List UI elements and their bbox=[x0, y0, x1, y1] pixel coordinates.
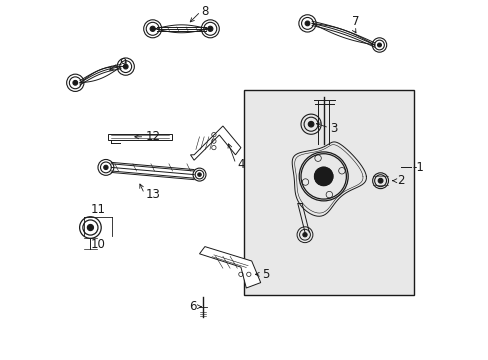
Text: 2: 2 bbox=[396, 174, 404, 187]
Circle shape bbox=[377, 43, 381, 47]
Text: 11: 11 bbox=[90, 203, 105, 216]
Polygon shape bbox=[190, 126, 241, 160]
Polygon shape bbox=[199, 247, 260, 288]
Circle shape bbox=[123, 64, 128, 69]
Circle shape bbox=[73, 80, 78, 85]
Text: 6: 6 bbox=[188, 300, 196, 313]
Circle shape bbox=[87, 225, 93, 230]
Circle shape bbox=[197, 173, 201, 176]
Text: 10: 10 bbox=[90, 238, 105, 251]
Text: -1: -1 bbox=[411, 161, 423, 174]
Text: 3: 3 bbox=[329, 122, 337, 135]
Circle shape bbox=[377, 178, 382, 183]
Circle shape bbox=[103, 165, 108, 170]
Circle shape bbox=[307, 121, 313, 127]
Text: 8: 8 bbox=[201, 5, 208, 18]
Text: 12: 12 bbox=[145, 130, 160, 143]
Circle shape bbox=[150, 26, 155, 31]
Text: 9: 9 bbox=[119, 57, 126, 69]
Bar bbox=[244, 90, 413, 295]
Circle shape bbox=[302, 233, 306, 237]
Circle shape bbox=[305, 21, 309, 26]
Circle shape bbox=[314, 167, 332, 185]
Text: 13: 13 bbox=[145, 188, 160, 201]
Bar bbox=[107, 134, 172, 140]
Text: 7: 7 bbox=[352, 15, 359, 28]
Text: 4: 4 bbox=[237, 158, 244, 171]
Text: 5: 5 bbox=[262, 268, 269, 281]
Circle shape bbox=[207, 26, 212, 31]
